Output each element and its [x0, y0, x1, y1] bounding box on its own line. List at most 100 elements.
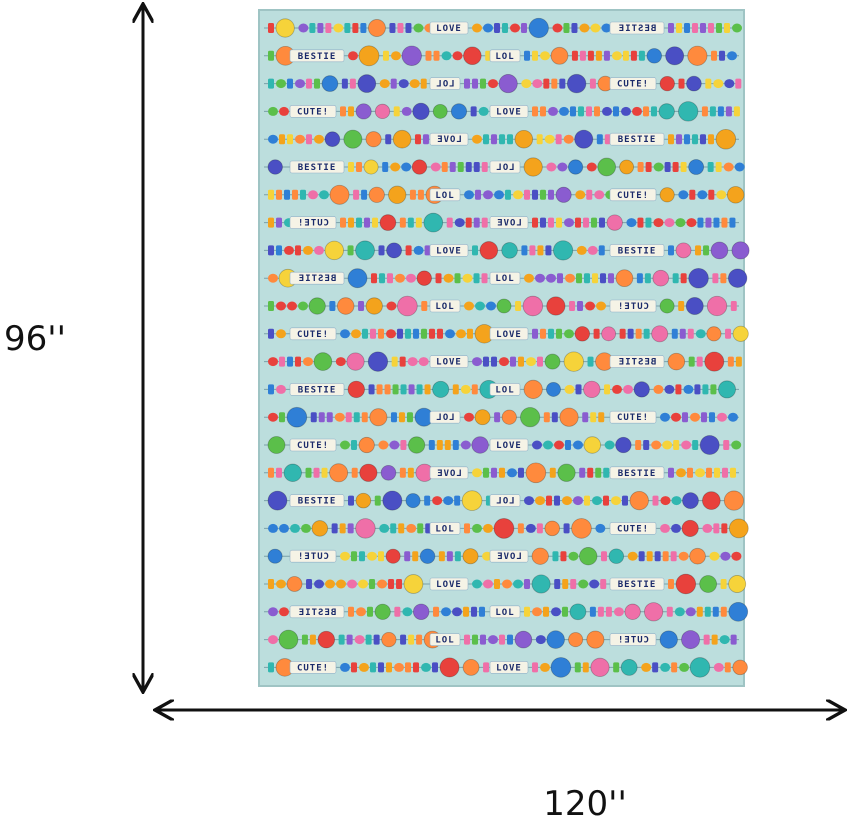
letter-beads: [289, 216, 337, 229]
bead: [287, 78, 293, 89]
charm-bead: [550, 46, 569, 65]
bead: [314, 78, 320, 89]
bead: [695, 245, 702, 256]
bead: [464, 412, 474, 422]
bead: [603, 495, 609, 506]
bead: [507, 468, 517, 478]
bead: [687, 328, 694, 339]
letter-beads: [289, 549, 337, 563]
bead: [540, 51, 550, 61]
bead: [702, 523, 713, 533]
bead: [405, 328, 411, 339]
bead: [464, 301, 474, 311]
bead: [594, 106, 600, 117]
charm-bead: [619, 159, 635, 175]
bead: [713, 662, 724, 672]
bead: [720, 579, 727, 589]
bead: [613, 662, 620, 673]
bead: [472, 357, 482, 367]
letter-beads: [609, 466, 665, 480]
bead-word: LOL: [435, 80, 454, 90]
bead: [578, 106, 584, 117]
letter-beads: [489, 549, 529, 563]
charm-bead: [275, 18, 295, 38]
bead: [268, 607, 278, 617]
bead: [549, 467, 556, 478]
bead: [684, 134, 690, 145]
bead: [568, 551, 579, 561]
charm-bead: [385, 548, 401, 564]
bead: [470, 106, 477, 117]
bead: [276, 79, 286, 89]
bead: [668, 245, 674, 256]
bead: [344, 23, 351, 33]
bead: [515, 301, 522, 311]
bead: [435, 273, 442, 284]
bead: [268, 217, 274, 228]
bead: [686, 218, 697, 228]
bead: [400, 384, 407, 395]
bead: [730, 634, 737, 645]
charm-bead: [726, 186, 745, 204]
charm-bead: [367, 351, 389, 372]
bead-word: LOL: [495, 52, 514, 62]
bead: [653, 162, 664, 172]
bead: [398, 523, 405, 534]
bead: [437, 328, 443, 339]
bead: [472, 634, 478, 645]
letter-beads: [609, 299, 657, 313]
bead: [386, 301, 397, 311]
charm-bead: [416, 270, 432, 286]
bead: [574, 662, 581, 673]
bead: [386, 329, 396, 339]
bead: [723, 162, 734, 172]
bead: [483, 134, 489, 145]
letter-beads: [489, 105, 529, 118]
bead: [348, 162, 354, 172]
bead: [370, 662, 376, 673]
bead: [540, 106, 546, 117]
bead: [604, 440, 615, 450]
bead: [390, 78, 397, 89]
charm-bead: [439, 657, 460, 678]
charm-bead: [667, 352, 686, 371]
bead: [465, 162, 472, 172]
bead: [413, 662, 419, 673]
bead: [676, 134, 682, 145]
bead-strand: BESTIE LOL: [264, 45, 739, 67]
bead: [679, 662, 690, 672]
charm-bead: [651, 325, 669, 343]
bead: [548, 189, 554, 200]
bead: [345, 412, 352, 423]
bead: [362, 328, 368, 339]
bead: [424, 384, 431, 395]
bead-strand: LOVE BESTIE: [264, 128, 739, 150]
bead: [379, 79, 390, 89]
bead: [671, 496, 682, 506]
bead: [314, 245, 324, 255]
bead: [513, 579, 523, 589]
bead: [573, 496, 583, 506]
bead: [428, 440, 435, 450]
bead: [339, 523, 346, 534]
bead: [318, 412, 325, 423]
charm-bead: [555, 186, 572, 203]
bead: [545, 245, 552, 256]
bead: [552, 551, 559, 562]
bead: [301, 634, 308, 645]
bead: [710, 384, 717, 395]
bead: [402, 607, 413, 617]
bead: [623, 384, 634, 394]
bead: [540, 662, 550, 672]
charm-bead: [523, 157, 543, 177]
bead: [524, 50, 530, 61]
bead: [622, 495, 628, 506]
bead-word: CUTE!: [617, 302, 649, 312]
bead: [560, 551, 567, 562]
bead: [367, 606, 373, 617]
bead: [436, 440, 443, 450]
bead: [268, 23, 274, 33]
bead: [579, 23, 590, 33]
bead: [720, 606, 727, 617]
letter-beads: [489, 49, 521, 63]
